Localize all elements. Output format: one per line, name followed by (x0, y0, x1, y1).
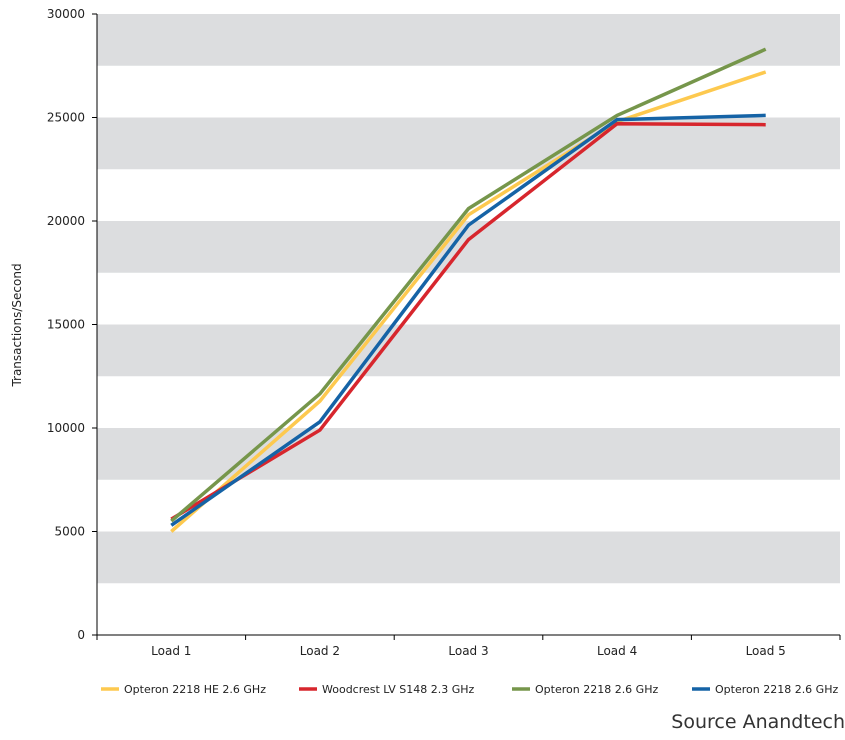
source-note: Source Anandtech (671, 711, 845, 733)
legend-label: Woodcrest LV S148 2.3 GHz (322, 683, 475, 696)
y-tick-label: 10000 (47, 421, 85, 435)
grid-band (97, 428, 840, 480)
legend: Opteron 2218 HE 2.6 GHz Woodcrest LV S148… (101, 683, 838, 696)
grid-band (97, 14, 840, 66)
y-ticks: 0 5000 10000 15000 20000 25000 30000 (47, 7, 97, 642)
y-tick-label: 15000 (47, 318, 85, 332)
grid-band (97, 531, 840, 584)
y-tick-label: 20000 (47, 214, 85, 228)
grid-band (97, 324, 840, 377)
y-tick-label: 5000 (54, 525, 85, 539)
legend-label: Opteron 2218 HE 2.6 GHz (124, 683, 266, 696)
x-tick-label: Load 2 (300, 644, 340, 658)
y-axis-label: Transactions/Second (10, 263, 24, 387)
x-tick-label: Load 1 (151, 644, 191, 658)
grid-bands (97, 14, 840, 584)
series-line-4 (170, 113, 766, 527)
y-tick-label: 0 (77, 628, 85, 642)
legend-label: Opteron 2218 2.6 GHz (715, 683, 838, 696)
x-ticks: Load 1 Load 2 Load 3 Load 4 Load 5 (96, 635, 841, 658)
series-line-2 (170, 121, 766, 521)
series-line-3 (170, 47, 767, 523)
x-tick-label: Load 5 (746, 644, 786, 658)
y-tick-label: 25000 (47, 111, 85, 125)
x-tick-label: Load 4 (597, 644, 637, 658)
legend-label: Opteron 2218 2.6 GHz (535, 683, 658, 696)
series-line-1 (170, 70, 767, 533)
series-lines (170, 47, 767, 533)
x-tick-label: Load 3 (448, 644, 488, 658)
grid-band (97, 117, 840, 170)
grid-band (97, 221, 840, 273)
y-tick-label: 30000 (47, 7, 85, 21)
